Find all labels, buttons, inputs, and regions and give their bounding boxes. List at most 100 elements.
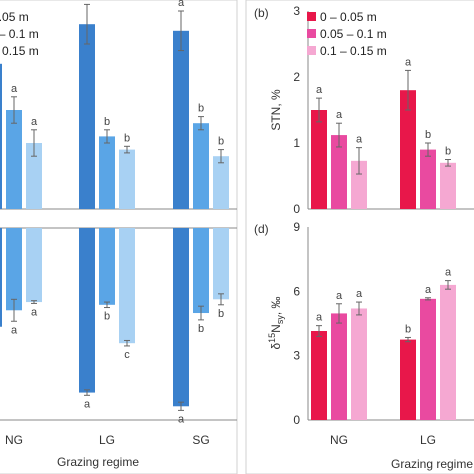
bar-d-LG-s2 — [440, 284, 456, 420]
bar-a-LG-s0 — [79, 24, 95, 210]
panel-d-x-title: Grazing regime — [391, 457, 473, 471]
bar-a-NG-s0 — [0, 63, 2, 209]
panel-b-bars: a a a b a b — [311, 56, 456, 209]
sig-letter-c-SG-s0: a — [178, 413, 185, 425]
bar-a-SG-s0 — [173, 30, 189, 209]
sig-letter-c-LG-s0: a — [84, 398, 91, 410]
sig-letter-a-SG-s2: b — [218, 136, 224, 148]
bar-a-SG-s1 — [193, 123, 209, 209]
panel-c-x-title: Grazing regime — [57, 455, 139, 469]
bar-d-NG-s0 — [311, 331, 327, 420]
bar-b-LG-s2 — [440, 162, 456, 209]
sig-letter-d-NG-s2: a — [356, 288, 363, 300]
panel-c: a a a b b a c b NG LG SG Grazing regime — [0, 227, 237, 469]
y-tick-label-d-6: 6 — [293, 284, 300, 298]
sig-letter-a-SG-s1: b — [198, 103, 204, 115]
x-tick-label-c-SG: SG — [192, 433, 209, 447]
bar-b-NG-s0 — [311, 110, 327, 209]
bar-c-LG-s1 — [99, 228, 115, 305]
panel-a: a a a b b a b b 0 – 0.05 m 0.05 – 0.1 m 0.1 – 0.1… — [0, 0, 237, 210]
panel-b-label: (b) — [254, 6, 269, 20]
legend-label-b-0: 0 – 0.05 m — [320, 10, 377, 24]
sig-letter-b-LG-s2: b — [445, 146, 451, 158]
legend-label-a-2: 0.1 – 0.15 m — [0, 44, 39, 58]
bar-a-NG-s2 — [26, 143, 42, 209]
y-tick-label-d-0: 0 — [293, 413, 300, 427]
bar-b-LG-s0 — [400, 90, 416, 209]
panel-d-bars: a b a a a a — [311, 267, 456, 420]
panel-c-x-ticks: NG LG SG — [5, 433, 210, 447]
bar-b-LG-s1 — [420, 149, 436, 209]
bar-c-SG-s0 — [173, 228, 189, 407]
legend-label-b-2: 0.1 – 0.15 m — [320, 44, 387, 58]
panel-b-y-title: STN, % — [269, 89, 283, 131]
legend-label-b-1: 0.05 – 0.1 m — [320, 27, 387, 41]
y-tick-label-b-2: 2 — [293, 70, 300, 84]
bar-d-NG-s1 — [331, 313, 347, 420]
bar-c-NG-s2 — [26, 228, 42, 303]
sig-letter-b-NG-s1: a — [336, 109, 343, 121]
sig-letter-a-NG-s1: a — [11, 83, 18, 95]
sig-letter-a-SG-s0: a — [178, 0, 185, 9]
x-tick-label-d-LG: LG — [420, 433, 436, 447]
bar-a-LG-s2 — [119, 149, 135, 209]
sig-letter-a-LG-s1: b — [104, 116, 110, 128]
bar-c-NG-s0 — [0, 228, 2, 327]
sig-letter-c-SG-s2: b — [218, 308, 224, 320]
bar-d-LG-s1 — [420, 298, 436, 420]
left-panel-frame — [0, 0, 238, 474]
bar-d-NG-s2 — [351, 308, 367, 420]
bar-d-LG-s0 — [400, 339, 416, 420]
sig-letter-b-NG-s2: a — [356, 134, 363, 146]
sig-letter-d-LG-s2: a — [445, 267, 452, 279]
panel-d-y-title: δ15Nsy, ‰ — [267, 296, 285, 349]
sig-letter-d-LG-s1: a — [425, 284, 432, 296]
sig-letter-b-LG-s1: b — [425, 129, 431, 141]
panel-a-bars: a a a b b a b b — [0, 0, 229, 210]
bar-a-NG-s1 — [6, 110, 22, 209]
x-tick-label-c-LG: LG — [99, 433, 115, 447]
x-tick-label-c-NG: NG — [5, 433, 23, 447]
sig-letter-b-NG-s0: a — [316, 84, 323, 96]
panel-c-bars: a a a b b a c b — [0, 228, 229, 425]
panel-d-label: (d) — [254, 222, 269, 236]
panel-b-legend: 0 – 0.05 m 0.05 – 0.1 m 0.1 – 0.15 m — [307, 10, 387, 58]
legend-label-a-0: 0 – 0.05 m — [0, 10, 29, 24]
x-tick-label-d-NG: NG — [330, 433, 348, 447]
y-tick-label-d-3: 3 — [293, 349, 300, 363]
panel-b-y-ticks: 0 1 2 3 — [293, 4, 300, 216]
sig-letter-d-NG-s0: a — [316, 312, 323, 324]
bar-b-NG-s1 — [331, 135, 347, 209]
legend-label-a-1: 0.05 – 0.1 m — [0, 27, 39, 41]
sig-letter-d-LG-s0: b — [405, 323, 411, 335]
bar-b-NG-s2 — [351, 160, 367, 209]
panel-b: (b) STN, % 0 1 2 3 a a a b a b 0 – 0.05 m 0.05 – … — [254, 4, 474, 216]
legend-swatch-b-0 — [307, 12, 316, 21]
sig-letter-c-NG-s1: a — [11, 324, 18, 336]
legend-swatch-b-1 — [307, 29, 316, 38]
sig-letter-b-LG-s0: a — [405, 56, 412, 68]
sig-letter-a-LG-s2: b — [124, 132, 130, 144]
bar-c-NG-s1 — [6, 228, 22, 311]
sig-letter-a-NG-s2: a — [31, 116, 38, 128]
bar-c-LG-s0 — [79, 228, 95, 393]
y-tick-label-b-0: 0 — [293, 202, 300, 216]
panel-a-legend: 0 – 0.05 m 0.05 – 0.1 m 0.1 – 0.15 m — [0, 10, 39, 58]
right-panel-frame — [245, 0, 474, 474]
panel-d: (d) δ15Nsy, ‰ 0 3 6 9 a b a a a a Grazing regime — [254, 220, 474, 471]
sig-letter-c-LG-s2: c — [124, 349, 130, 361]
y-tick-label-b-1: 1 — [293, 136, 300, 150]
bar-c-LG-s2 — [119, 228, 135, 344]
y-tick-label-d-9: 9 — [293, 220, 300, 234]
sig-letter-d-NG-s1: a — [336, 290, 343, 302]
sig-letter-a-LG-s0: a — [84, 0, 91, 2]
bar-c-SG-s1 — [193, 228, 209, 314]
panel-d-y-ticks: 0 3 6 9 — [293, 220, 300, 427]
bar-c-SG-s2 — [213, 228, 229, 300]
y-tick-label-b-3: 3 — [293, 4, 300, 18]
panel-d-x-ticks: NG LG — [330, 433, 436, 447]
bar-a-LG-s1 — [99, 136, 115, 209]
bar-a-SG-s2 — [213, 156, 229, 209]
sig-letter-c-NG-s2: a — [31, 306, 38, 318]
